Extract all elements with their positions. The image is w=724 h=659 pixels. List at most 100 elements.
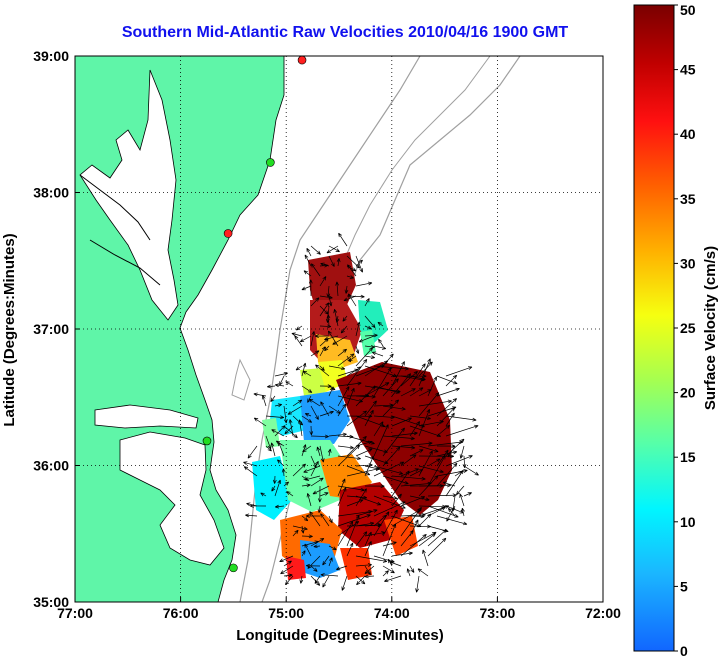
velocity-arrow (364, 409, 374, 427)
velocity-arrow (310, 460, 319, 477)
velocity-arrow (391, 470, 410, 497)
velocity-arrow (304, 475, 321, 481)
velocity-arrow (418, 483, 451, 488)
velocity-arrow (384, 575, 402, 583)
velocity-arrow (265, 415, 285, 420)
velocity-arrow (288, 419, 294, 437)
velocity-arrow (304, 543, 312, 557)
velocity-arrow (373, 465, 404, 475)
velocity-arrow (377, 321, 384, 327)
velocity-arrow (310, 405, 319, 420)
velocity-arrow (364, 298, 370, 307)
y-tick-label: 39:00 (33, 48, 69, 64)
velocity-arrow (338, 232, 348, 247)
y-tick-label: 38:00 (33, 185, 69, 201)
map-title: Southern Mid-Atlantic Raw Velocities 201… (121, 24, 569, 41)
velocity-arrow (301, 483, 311, 488)
velocity-arrow (371, 351, 384, 357)
velocity-arrow (270, 442, 276, 457)
velocity-arrow (373, 421, 384, 437)
velocity-arrow (319, 338, 329, 347)
velocity-arrow (355, 440, 373, 447)
velocity-arrow (409, 421, 421, 437)
velocity-arrow (373, 495, 406, 509)
velocity-arrow (314, 334, 330, 338)
velocity-arrow (310, 538, 325, 547)
velocity-arrow (260, 492, 267, 497)
velocity-arrow (382, 399, 400, 417)
velocity-arrow (309, 425, 314, 436)
velocity-arrow (382, 378, 399, 397)
velocity-arrow (382, 427, 405, 457)
velocity-arrow (261, 395, 267, 407)
velocity-arrow (301, 385, 313, 393)
river-rappahannock (89, 239, 161, 286)
velocity-arrow (418, 445, 439, 453)
velocity-arrow (279, 555, 294, 562)
velocity-arrow (445, 374, 458, 387)
velocity-arrow (327, 330, 339, 347)
velocity-arrow (319, 276, 327, 287)
velocity-arrow (300, 525, 305, 534)
y-tick-label: 37:00 (33, 321, 69, 337)
velocity-arrow (326, 285, 331, 298)
velocity-arrow (332, 335, 348, 345)
velocity-arrow (341, 575, 348, 591)
velocity-arrow (309, 511, 321, 527)
velocity-arrow (328, 545, 337, 551)
velocity-arrow (346, 359, 368, 387)
colorbar-tick-label: 10 (680, 514, 696, 530)
velocity-arrow (364, 574, 375, 579)
velocity-arrow (328, 432, 347, 437)
velocity-arrow (312, 485, 330, 495)
velocity-arrow (346, 467, 380, 477)
velocity-arrow (373, 403, 394, 408)
velocity-arrow (337, 478, 346, 497)
velocity-arrow (308, 279, 313, 297)
velocity-arrow (295, 365, 303, 371)
velocity-arrow (337, 348, 347, 357)
velocity-arrow (346, 515, 360, 547)
velocity-arrow (382, 541, 397, 547)
velocity-arrow (436, 515, 468, 526)
velocity-arrow (306, 493, 312, 507)
velocity-arrow (355, 385, 376, 407)
velocity-arrow (409, 495, 430, 502)
velocity-arrow (274, 425, 286, 437)
velocity-arrow (418, 399, 452, 407)
velocity-arrow (422, 549, 429, 567)
velocity-arrow (400, 496, 426, 507)
velocity-arrow (373, 461, 405, 477)
velocity-arrow (355, 255, 363, 273)
velocity-arrow (337, 514, 371, 527)
velocity-arrow (348, 355, 357, 362)
velocity-arrow (364, 531, 372, 547)
velocity-arrow (322, 575, 330, 588)
velocity-arrow (320, 573, 339, 577)
velocity-arrow (373, 511, 390, 537)
velocity-arrow (274, 372, 288, 377)
velocity-arrow (355, 321, 361, 337)
velocity-arrow (427, 537, 447, 557)
velocity-arrow (301, 415, 313, 423)
velocity-arrow (302, 370, 312, 377)
velocity-arrow (292, 529, 299, 537)
velocity-arrow (283, 425, 298, 439)
velocity-arrow (400, 388, 416, 397)
velocity-arrow (355, 495, 382, 506)
velocity-arrow (400, 441, 433, 447)
map-grid (75, 56, 603, 602)
station-marker (229, 563, 238, 573)
station-marker (223, 229, 233, 238)
velocity-arrow (326, 314, 331, 327)
velocity-arrow (270, 395, 276, 402)
velocity-arrow (301, 534, 313, 539)
colorbar-tick-label: 25 (680, 320, 696, 336)
velocity-arrow (382, 495, 398, 500)
velocity-arrow (418, 450, 433, 477)
pamlico-sound (119, 431, 225, 566)
velocity-arrow (304, 413, 312, 417)
velocity-arrow (292, 399, 303, 407)
velocity-arrow (364, 382, 390, 397)
